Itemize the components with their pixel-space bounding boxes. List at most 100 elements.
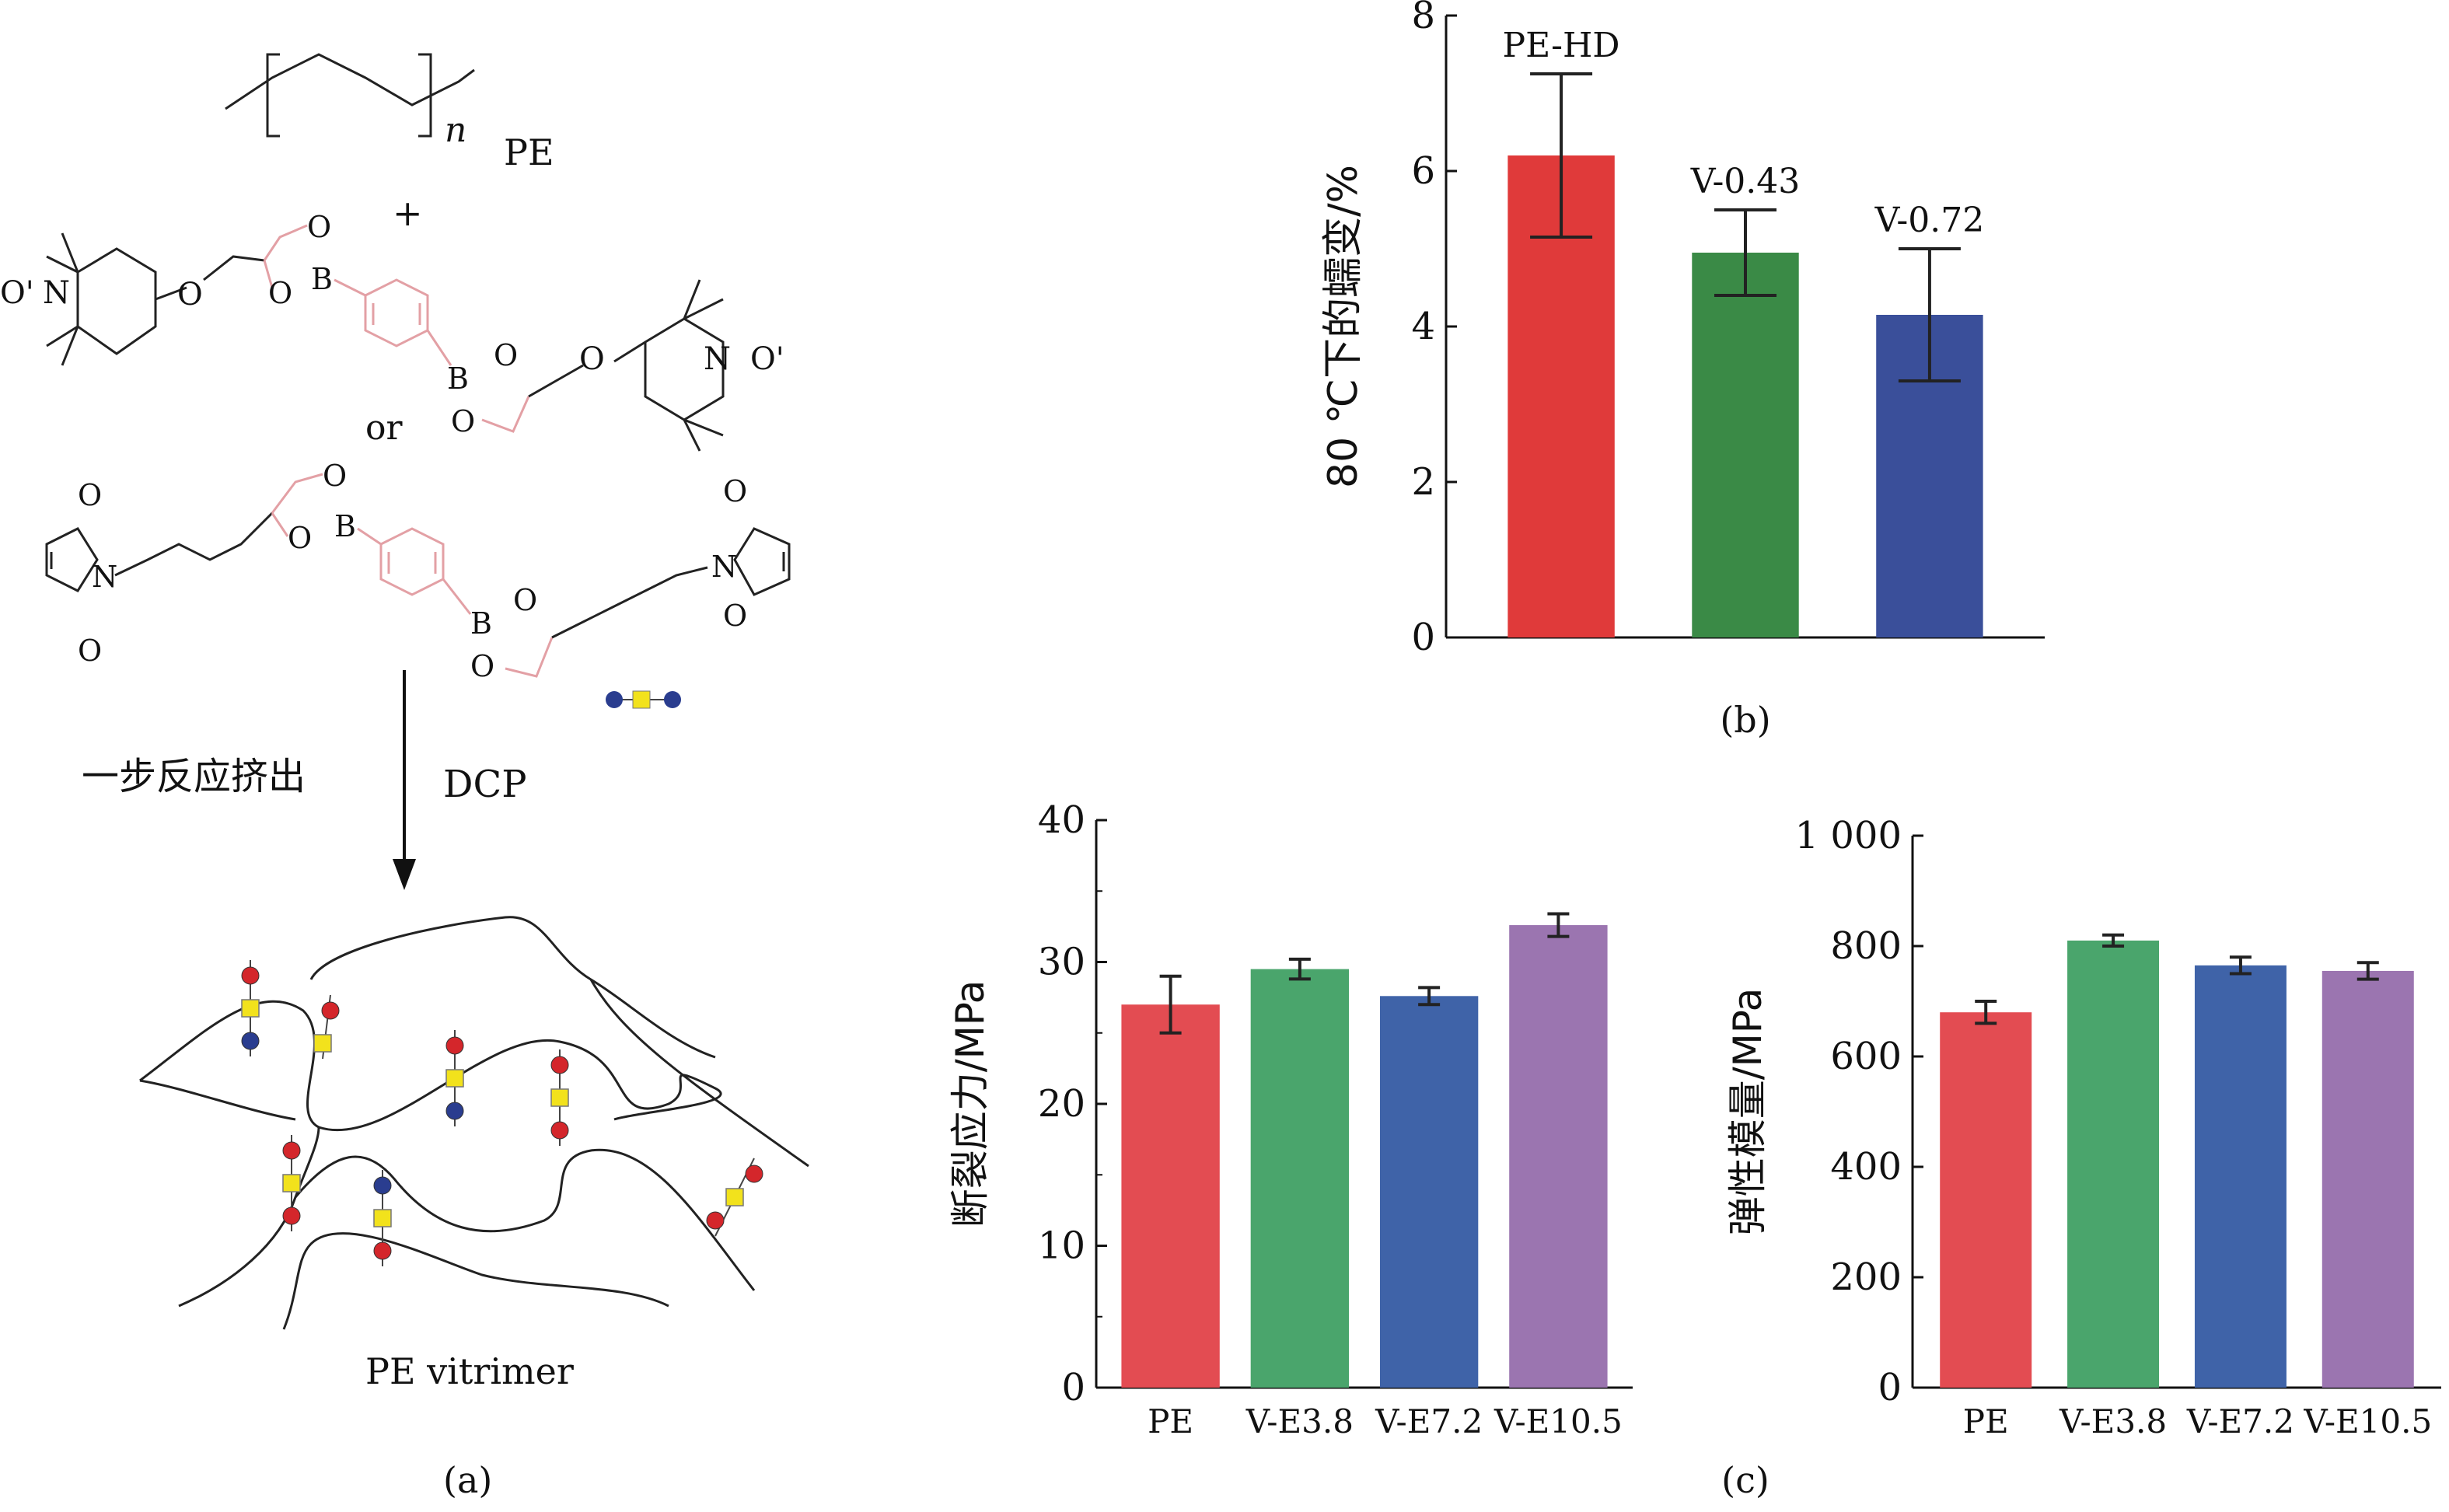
category-label: V-E7.2 (2186, 1402, 2294, 1440)
y-tick-label: 2 (1411, 460, 1435, 504)
atom-o-ring1b: O (268, 276, 292, 310)
crosslink-bead-red (282, 1206, 301, 1225)
atom-o-ring4a: O (513, 583, 537, 617)
y-tick-label: 6 (1411, 149, 1435, 193)
crosslink-bead-yellow (550, 1088, 569, 1107)
legend-bead-blue-left (606, 691, 623, 708)
process-label: 一步反应挤出 (82, 755, 306, 798)
atom-n-left: N (43, 275, 70, 311)
category-label: V-E10.5 (1494, 1402, 1623, 1440)
crosslink-bead-red (321, 1001, 340, 1020)
crosslink-bead-red (241, 966, 260, 985)
y-tick-label: 0 (1411, 616, 1435, 659)
category-label: V-0.43 (1690, 162, 1801, 201)
atom-o-ring2a: O (494, 338, 518, 372)
reaction-arrow: 一步反应挤出 DCP (82, 670, 527, 890)
crosslink-bead-yellow (282, 1174, 301, 1192)
bar-V-E7.2 (1379, 996, 1479, 1388)
crosslink-bead-red (745, 1165, 763, 1183)
category-label: V-E3.8 (1245, 1402, 1354, 1440)
atom-b-3: B (334, 509, 356, 543)
y-axis-label: 弹性模量/MPa (1725, 988, 1770, 1236)
atom-o-ring3a: O (323, 459, 347, 493)
plus-sign: + (393, 192, 423, 234)
atom-b-1: B (311, 262, 333, 296)
y-tick-label: 8 (1411, 0, 1435, 37)
category-label: PE (1148, 1402, 1193, 1440)
y-tick-label: 800 (1830, 924, 1902, 968)
atom-o-mal2b: O (723, 599, 747, 633)
legend-bead-yellow (632, 690, 651, 709)
bar-PE (1121, 1004, 1220, 1388)
y-tick-label: 20 (1038, 1082, 1085, 1126)
caption-c: (c) (1721, 1459, 1769, 1501)
crosslink-bead-yellow (313, 1034, 332, 1053)
atom-o-ether-right: O (579, 341, 605, 377)
pe-label: PE (504, 131, 554, 173)
crosslink-bead-blue (241, 1032, 260, 1050)
bar-V-0.43 (1692, 253, 1799, 637)
y-tick-label: 400 (1830, 1145, 1902, 1189)
y-tick-label: 40 (1038, 798, 1085, 842)
y-tick-label: 10 (1038, 1224, 1085, 1268)
crosslink-bead-blue (445, 1102, 464, 1120)
y-tick-label: 200 (1830, 1255, 1902, 1299)
crosslink-bead-red (445, 1036, 464, 1055)
atom-n-right: N (704, 341, 731, 377)
category-label: V-E10.5 (2303, 1402, 2432, 1440)
category-label: PE-HD (1503, 26, 1620, 65)
crosslink-bead-yellow (445, 1069, 464, 1088)
atom-o-mal1a: O (78, 478, 102, 512)
atom-o-ring3b: O (288, 521, 312, 555)
atom-b-4: B (470, 606, 492, 641)
chart-c-modulus: 0 200 400 600 800 1 000 PE V-E3.8 V-E7.2 V-E10.5 弹… (1721, 814, 2441, 1501)
crosslink-bead-red (550, 1056, 569, 1074)
atom-o-ring1a: O (307, 210, 331, 244)
atom-o-radical-right: O' (750, 341, 784, 377)
y-axis-label: 断裂应力/MPa (948, 980, 993, 1228)
crosslink-bead-red (373, 1241, 392, 1260)
vitrimer-network (139, 916, 809, 1330)
crosslink-bead-red (282, 1141, 301, 1160)
crosslinker-maleimide: O O N O O B B O O N O O (45, 459, 791, 709)
chart-b: 0 2 4 6 8 PE-HD V-0.43 V-0.72 80 ℃下的蠕变/% (b) (1320, 0, 2045, 741)
atom-o-mal1b: O (78, 634, 102, 668)
or-label: or (365, 408, 403, 448)
panel-a: n PE + O' N O O O B (0, 53, 809, 1501)
product-label: PE vitrimer (365, 1350, 574, 1392)
pe-subscript: n (445, 110, 466, 150)
atom-o-ring4b: O (470, 649, 494, 683)
crosslink-bead-yellow (725, 1188, 744, 1206)
y-tick-label: 4 (1411, 305, 1435, 348)
y-tick-label: 600 (1830, 1035, 1902, 1078)
atom-o-radical-left: O' (0, 275, 34, 311)
atom-n-mal1: N (92, 560, 117, 594)
caption-b: (b) (1720, 699, 1770, 741)
y-tick-label: 0 (1878, 1366, 1902, 1409)
pe-structure: n PE + (225, 53, 554, 234)
crosslink-bead-yellow (373, 1209, 392, 1227)
bar-V-E10.5 (1509, 925, 1608, 1388)
crosslink-bead-red (550, 1121, 569, 1140)
y-axis-label: 80 ℃下的蠕变/% (1320, 165, 1367, 488)
category-label: V-0.72 (1874, 201, 1985, 240)
y-tick-label: 0 (1061, 1366, 1085, 1409)
legend-bead-blue-right (664, 691, 681, 708)
bar-V-E10.5 (2321, 970, 2414, 1388)
y-tick-label: 30 (1038, 941, 1085, 984)
category-label: PE (1963, 1402, 2009, 1440)
bar-V-E3.8 (2067, 940, 2160, 1388)
chart-c-stress: 0 10 20 30 40 PE V-E3.8 V-E7.2 V-E10.5 断裂应力/MPa (948, 798, 1633, 1440)
atom-o-mal2a: O (723, 474, 747, 508)
reagent-label: DCP (443, 763, 527, 806)
bar-V-E7.2 (2194, 965, 2287, 1388)
bar-V-E3.8 (1250, 969, 1350, 1388)
atom-n-mal2: N (711, 550, 737, 584)
y-tick-label: 1 000 (1795, 814, 1902, 857)
atom-o-ether-left: O (177, 277, 203, 313)
crosslink-bead-blue (373, 1176, 392, 1195)
caption-a: (a) (443, 1459, 492, 1501)
category-label: V-E3.8 (2059, 1402, 2167, 1440)
crosslinker-tempo: O' N O O O B B O O O (0, 210, 784, 452)
